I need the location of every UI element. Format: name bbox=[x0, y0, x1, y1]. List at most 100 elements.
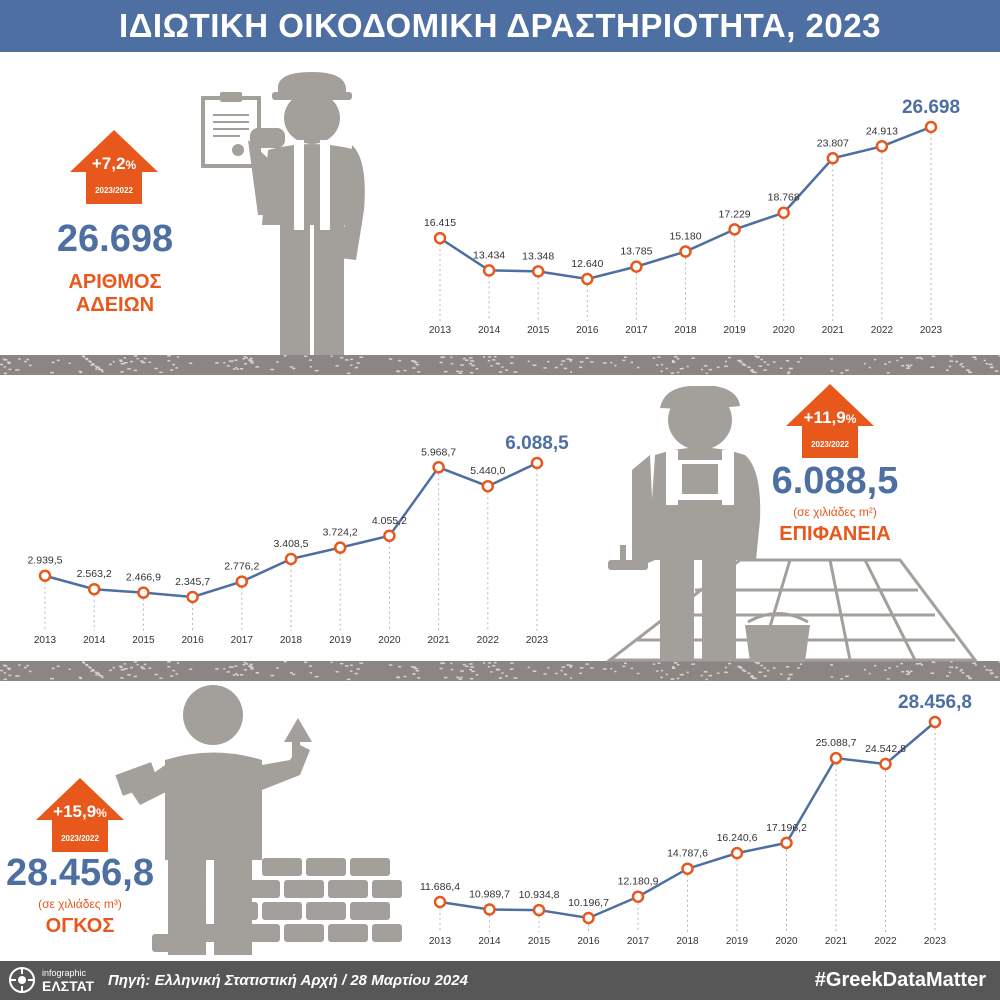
change-value: +7,2 bbox=[91, 154, 126, 173]
x-tick-label: 2016 bbox=[181, 635, 204, 646]
data-label: 10.934,8 bbox=[519, 889, 560, 901]
stat-label-line: ΑΔΕΙΩΝ bbox=[75, 294, 155, 316]
data-point bbox=[581, 272, 594, 286]
data-label: 10.989,7 bbox=[469, 888, 510, 900]
change-value: +11,9 bbox=[803, 408, 846, 427]
source-text: Πηγή: Ελληνική Στατιστική Αρχή / 28 Μαρτ… bbox=[108, 972, 468, 989]
change-arrow: +11,9% 2023/2022 bbox=[786, 384, 874, 458]
data-label: 5.968,7 bbox=[421, 446, 456, 458]
x-tick-label: 2016 bbox=[576, 325, 599, 336]
data-label: 2.776,2 bbox=[224, 561, 259, 573]
data-point bbox=[137, 586, 150, 599]
data-point bbox=[433, 231, 447, 245]
page-title: ΙΔΙΩΤΙΚΗ ΟΙΚΟΔΟΜΙΚΗ ΔΡΑΣΤΗΡΙΟΤΗΤΑ, 2023 bbox=[119, 7, 881, 44]
x-tick-label: 2023 bbox=[920, 325, 943, 336]
worker-with-permit-icon bbox=[201, 72, 365, 355]
data-label: 18.768 bbox=[768, 192, 800, 204]
stat-unit: (σε χιλιάδες m²) bbox=[793, 505, 877, 519]
data-point bbox=[879, 757, 892, 771]
x-tick-label: 2016 bbox=[577, 936, 600, 947]
data-point bbox=[433, 895, 447, 909]
data-label: 16.415 bbox=[424, 217, 456, 229]
brick-wall bbox=[152, 858, 402, 952]
data-point bbox=[630, 260, 643, 273]
x-tick-label: 2019 bbox=[329, 635, 352, 646]
stat-label: ΟΓΚΟΣ bbox=[45, 915, 115, 937]
x-tick-label: 2019 bbox=[723, 325, 746, 336]
footer: infographic ΕΛΣΤΑΤ Πηγή: Ελληνική Στατισ… bbox=[0, 961, 1000, 1000]
data-label: 16.240,6 bbox=[717, 832, 758, 844]
data-point bbox=[679, 245, 692, 258]
x-tick-label: 2017 bbox=[627, 936, 650, 947]
data-label: 26.698 bbox=[902, 97, 960, 118]
change-period: 2023/2022 bbox=[811, 440, 849, 449]
x-tick-label: 2021 bbox=[427, 635, 450, 646]
data-label: 12.640 bbox=[571, 258, 603, 270]
data-label: 15.180 bbox=[669, 231, 701, 243]
x-tick-label: 2018 bbox=[280, 635, 303, 646]
change-arrow: +15,9% 2023/2022 bbox=[36, 778, 124, 852]
x-tick-label: 2021 bbox=[825, 936, 848, 947]
data-point bbox=[875, 140, 889, 153]
data-point bbox=[186, 590, 199, 604]
data-label: 3.408,5 bbox=[273, 538, 308, 550]
x-tick-label: 2014 bbox=[478, 936, 501, 947]
x-tick-label: 2022 bbox=[477, 635, 500, 646]
change-value: +15,9 bbox=[53, 802, 97, 821]
x-tick-label: 2021 bbox=[822, 325, 845, 336]
stat-value: 28.456,8 bbox=[6, 852, 154, 894]
brand-small: infographic bbox=[42, 968, 87, 978]
stat-value: 26.698 bbox=[56, 218, 174, 260]
change-pct-sign: % bbox=[845, 412, 857, 426]
x-tick-label: 2023 bbox=[526, 635, 549, 646]
stat-unit: (σε χιλιάδες m³) bbox=[38, 897, 122, 911]
data-label: 10.196,7 bbox=[568, 897, 609, 909]
data-label: 14.787,6 bbox=[667, 848, 708, 860]
stat-label-line: ΑΡΙΘΜΟΣ bbox=[68, 271, 162, 293]
data-label: 2.466,9 bbox=[126, 572, 161, 584]
data-label: 2.345,7 bbox=[175, 576, 210, 588]
x-tick-label: 2013 bbox=[34, 635, 57, 646]
data-point bbox=[924, 120, 938, 134]
data-point bbox=[532, 903, 546, 917]
change-arrow: +7,2% 2023/2022 bbox=[70, 130, 158, 204]
x-tick-label: 2015 bbox=[528, 936, 551, 947]
data-point bbox=[631, 890, 645, 903]
x-tick-label: 2017 bbox=[625, 325, 648, 336]
stat-label: ΕΠΙΦΑΝΕΙΑ bbox=[779, 523, 891, 545]
x-tick-label: 2013 bbox=[429, 936, 452, 947]
x-tick-label: 2018 bbox=[674, 325, 697, 336]
data-label: 2.563,2 bbox=[77, 568, 112, 580]
x-tick-label: 2013 bbox=[429, 325, 452, 336]
elstat-logo-icon bbox=[9, 967, 35, 993]
data-label: 17.196,2 bbox=[766, 822, 807, 834]
data-label: 24.913 bbox=[866, 125, 898, 137]
data-point bbox=[730, 846, 744, 860]
title-bar: ΙΔΙΩΤΙΚΗ ΟΙΚΟΔΟΜΙΚΗ ΔΡΑΣΤΗΡΙΟΤΗΤΑ, 2023 bbox=[0, 0, 1000, 52]
data-point bbox=[777, 206, 790, 219]
data-point bbox=[728, 223, 741, 236]
data-label: 6.088,5 bbox=[505, 433, 569, 454]
data-label: 13.785 bbox=[620, 246, 652, 258]
data-point bbox=[928, 715, 942, 729]
data-point bbox=[530, 456, 544, 470]
data-point bbox=[333, 541, 347, 554]
data-point bbox=[681, 862, 694, 875]
x-tick-label: 2015 bbox=[527, 325, 550, 336]
x-tick-label: 2014 bbox=[478, 325, 501, 336]
data-point bbox=[531, 265, 545, 278]
x-tick-label: 2020 bbox=[775, 936, 798, 947]
data-label: 11.686,4 bbox=[420, 881, 460, 893]
data-label: 28.456,8 bbox=[898, 692, 972, 713]
x-tick-label: 2014 bbox=[83, 635, 106, 646]
data-point bbox=[235, 575, 249, 588]
data-label: 12.180,9 bbox=[618, 876, 659, 888]
x-tick-label: 2015 bbox=[132, 635, 155, 646]
data-point bbox=[432, 461, 445, 474]
data-point bbox=[483, 903, 496, 916]
data-point bbox=[826, 152, 840, 165]
separator-band bbox=[0, 355, 1000, 375]
change-period: 2023/2022 bbox=[95, 186, 133, 195]
